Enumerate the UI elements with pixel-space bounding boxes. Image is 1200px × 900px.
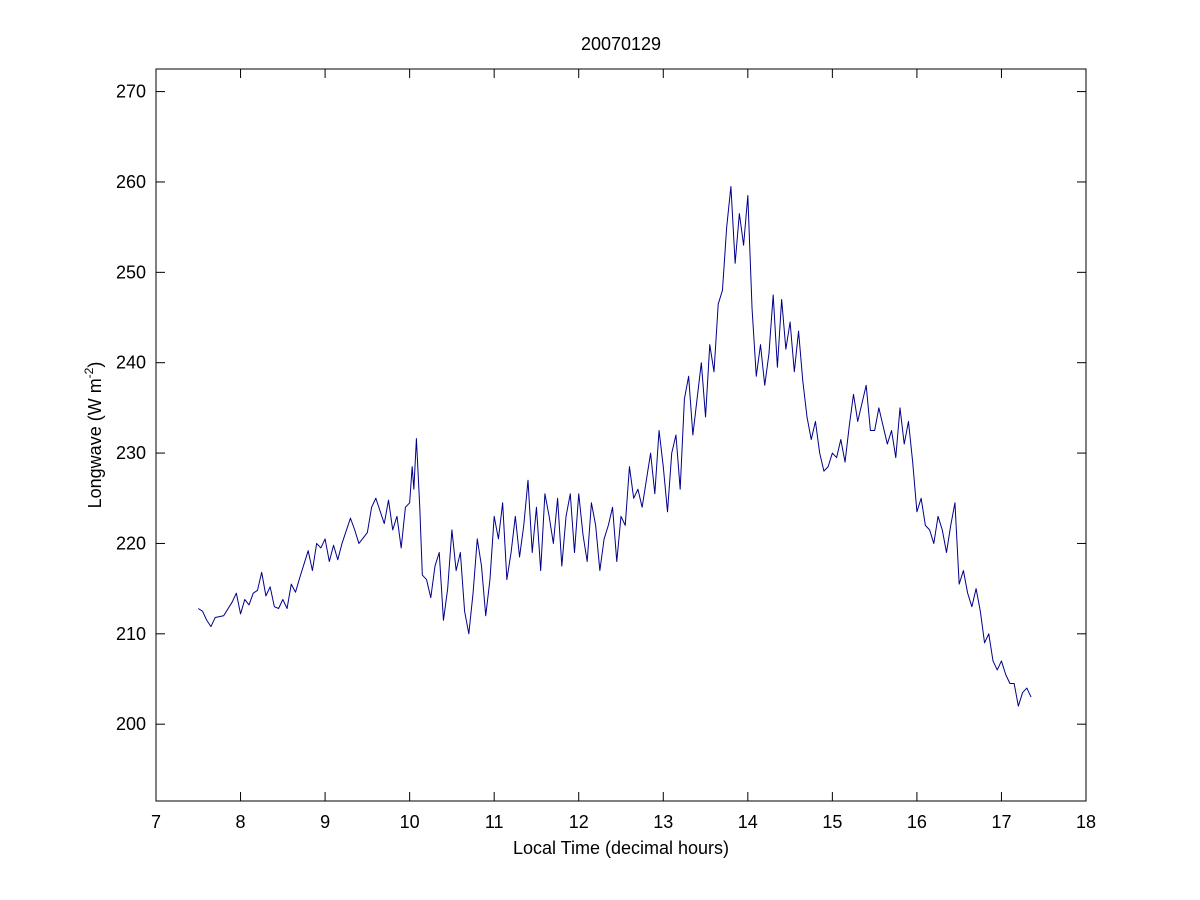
x-tick-label: 17 bbox=[991, 812, 1011, 832]
x-tick-label: 8 bbox=[236, 812, 246, 832]
y-axis-title: Longwave (W m-2) bbox=[82, 362, 105, 509]
plot-area bbox=[155, 68, 1087, 802]
y-tick-label: 230 bbox=[116, 443, 146, 463]
longwave-line bbox=[198, 185, 1032, 707]
y-tick-label: 260 bbox=[116, 172, 146, 192]
y-axis-title-close: ) bbox=[85, 362, 105, 368]
y-tick-label: 240 bbox=[116, 353, 146, 373]
axis-ticks bbox=[155, 69, 1087, 801]
x-tick-label: 11 bbox=[485, 812, 504, 832]
x-tick-label: 16 bbox=[907, 812, 927, 832]
x-tick-label: 13 bbox=[653, 812, 673, 832]
x-tick-label: 12 bbox=[569, 812, 589, 832]
x-tick-label: 14 bbox=[738, 812, 758, 832]
x-axis-title: Local Time (decimal hours) bbox=[513, 838, 729, 858]
y-tick-label: 220 bbox=[116, 533, 146, 553]
y-axis-title-base: Longwave (W m bbox=[85, 378, 105, 508]
data-series bbox=[198, 185, 1032, 707]
y-axis-title-superscript: -2 bbox=[82, 367, 96, 378]
y-tick-label: 270 bbox=[116, 82, 146, 102]
x-tick-label: 15 bbox=[822, 812, 842, 832]
y-tick-label: 210 bbox=[116, 624, 146, 644]
x-tick-label: 9 bbox=[320, 812, 330, 832]
x-tick-label: 7 bbox=[151, 812, 161, 832]
chart-title: 20070129 bbox=[581, 34, 661, 54]
x-tick-label: 18 bbox=[1076, 812, 1096, 832]
y-tick-label: 200 bbox=[116, 714, 146, 734]
y-tick-label: 250 bbox=[116, 262, 146, 282]
x-tick-label: 10 bbox=[400, 812, 420, 832]
